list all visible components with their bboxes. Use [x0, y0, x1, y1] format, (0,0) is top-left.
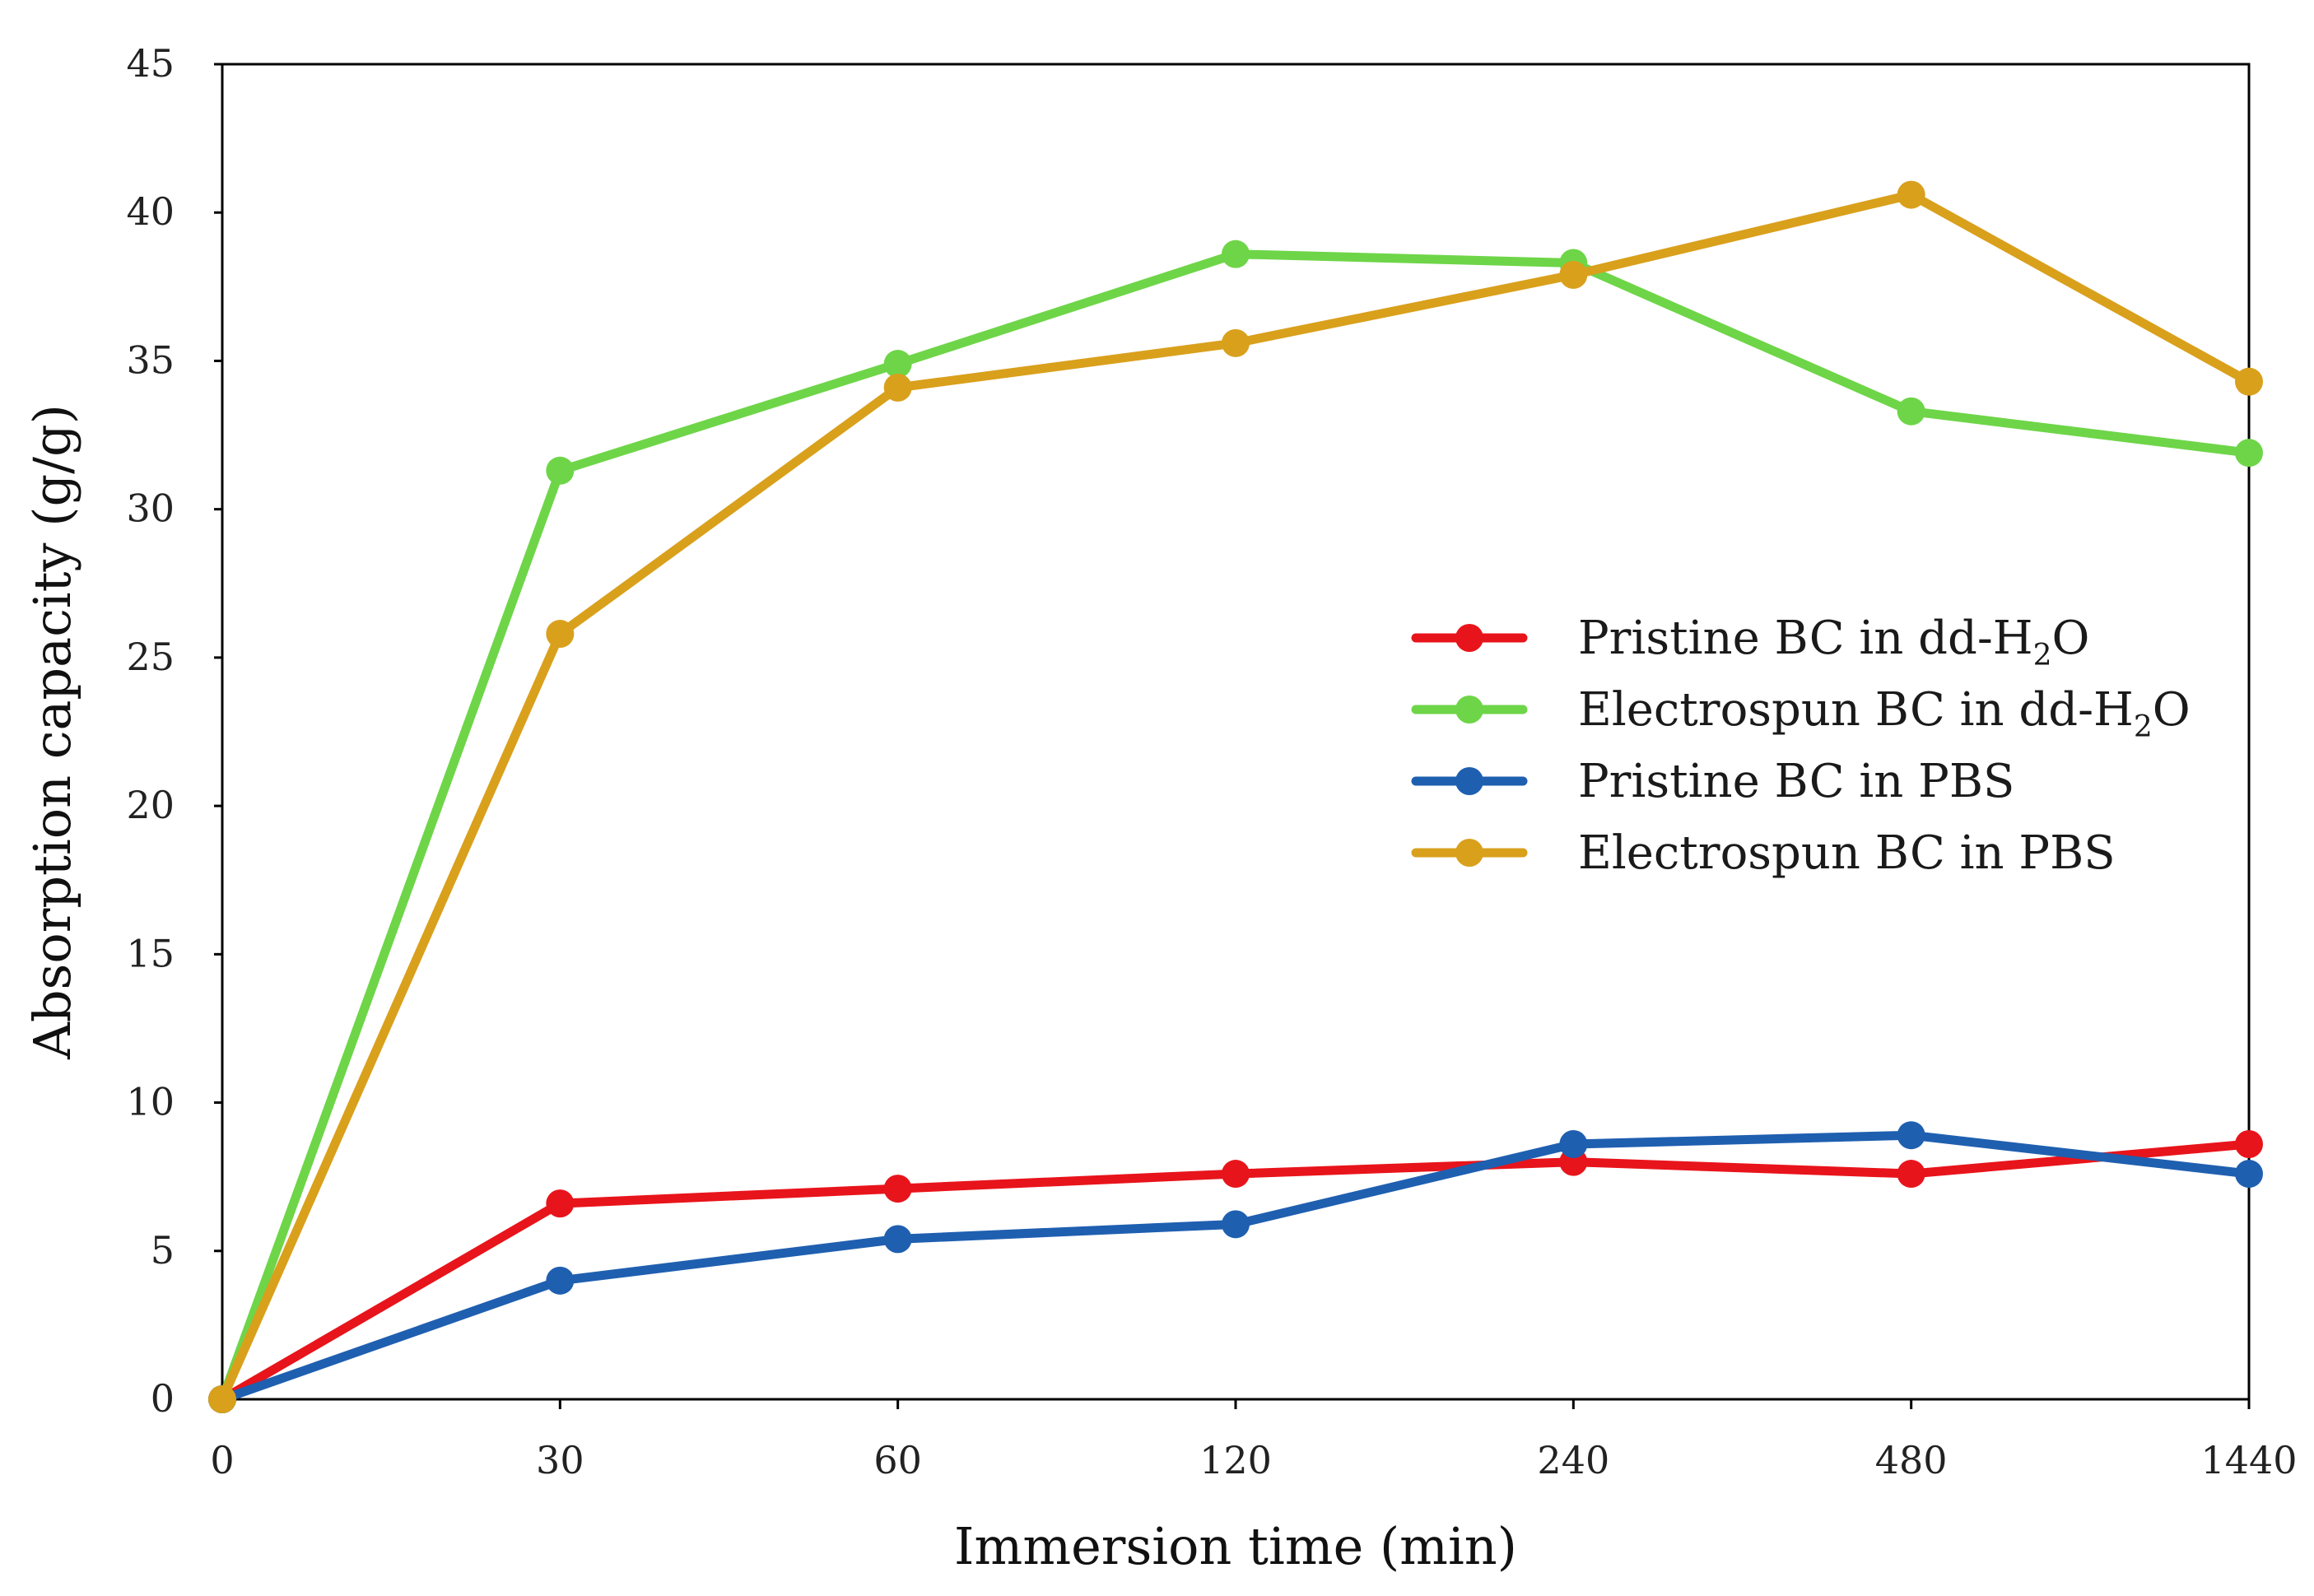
y-tick-label: 20 [126, 783, 175, 827]
y-tick-label: 15 [126, 931, 175, 975]
data-point [1897, 180, 1925, 209]
x-tick-label: 30 [536, 1438, 584, 1482]
legend-item: Pristine BC in PBS [1411, 755, 2014, 808]
y-tick-label: 40 [126, 189, 175, 234]
y-tick-label: 0 [151, 1376, 175, 1421]
data-point [1559, 260, 1588, 289]
data-point [883, 1225, 912, 1254]
x-tick-label: 120 [1199, 1438, 1272, 1482]
y-tick-label: 35 [126, 337, 175, 382]
y-axis-title: Absorption capacity (g/g) [22, 404, 82, 1060]
series-4 [208, 180, 2263, 1413]
data-point [1897, 397, 1925, 426]
legend-swatch-marker [1455, 696, 1483, 724]
data-point [546, 1266, 575, 1295]
data-point [546, 620, 575, 649]
data-point [2235, 1130, 2263, 1159]
x-tick-label: 1440 [2200, 1438, 2297, 1482]
legend-label: Pristine BC in PBS [1578, 755, 2014, 808]
data-point [1559, 1130, 1588, 1159]
x-tick-label: 240 [1537, 1438, 1609, 1482]
legend-swatch-marker [1455, 839, 1483, 867]
data-point [1897, 1160, 1925, 1189]
data-point [2235, 367, 2263, 396]
x-tick-label: 480 [1875, 1438, 1948, 1482]
legend-swatch-marker [1455, 767, 1483, 795]
data-point [546, 456, 575, 485]
data-point [883, 373, 912, 402]
legend-label: Pristine BC in dd-H2O [1578, 612, 2089, 672]
data-point [1222, 240, 1250, 268]
y-tick-label: 5 [151, 1228, 175, 1273]
y-tick-label: 25 [126, 635, 175, 679]
data-point [546, 1189, 575, 1218]
data-point [1222, 1160, 1250, 1189]
data-point [1222, 328, 1250, 357]
legend-swatch-marker [1455, 624, 1483, 652]
data-point [883, 350, 912, 379]
y-axis-ticks: 0 5 10 15 20 25 30 35 40 45 [126, 41, 222, 1421]
data-point [1222, 1210, 1250, 1239]
legend-item: Electrospun BC in PBS [1411, 826, 2116, 880]
data-point [208, 1385, 236, 1413]
x-axis-title: Immersion time (min) [954, 1516, 1517, 1576]
legend-item: Electrospun BC in dd-H2O [1411, 683, 2191, 744]
y-tick-label: 10 [126, 1080, 175, 1124]
legend-item: Pristine BC in dd-H2O [1411, 612, 2089, 672]
series-1 [208, 1130, 2263, 1413]
x-axis-ticks: 0 30 60 120 240 480 1440 [210, 1399, 2298, 1482]
legend-label: Electrospun BC in PBS [1578, 826, 2116, 880]
legend-label: Electrospun BC in dd-H2O [1578, 683, 2191, 744]
series-layer [208, 180, 2263, 1413]
legend: Pristine BC in dd-H2O Electrospun BC in d… [1411, 612, 2191, 880]
data-point [2235, 439, 2263, 468]
data-point [1897, 1121, 1925, 1150]
y-tick-label: 30 [126, 486, 175, 531]
x-tick-label: 60 [873, 1438, 922, 1482]
x-tick-label: 0 [210, 1438, 234, 1482]
y-tick-label: 45 [126, 41, 175, 86]
data-point [883, 1175, 912, 1203]
data-point [2235, 1160, 2263, 1189]
